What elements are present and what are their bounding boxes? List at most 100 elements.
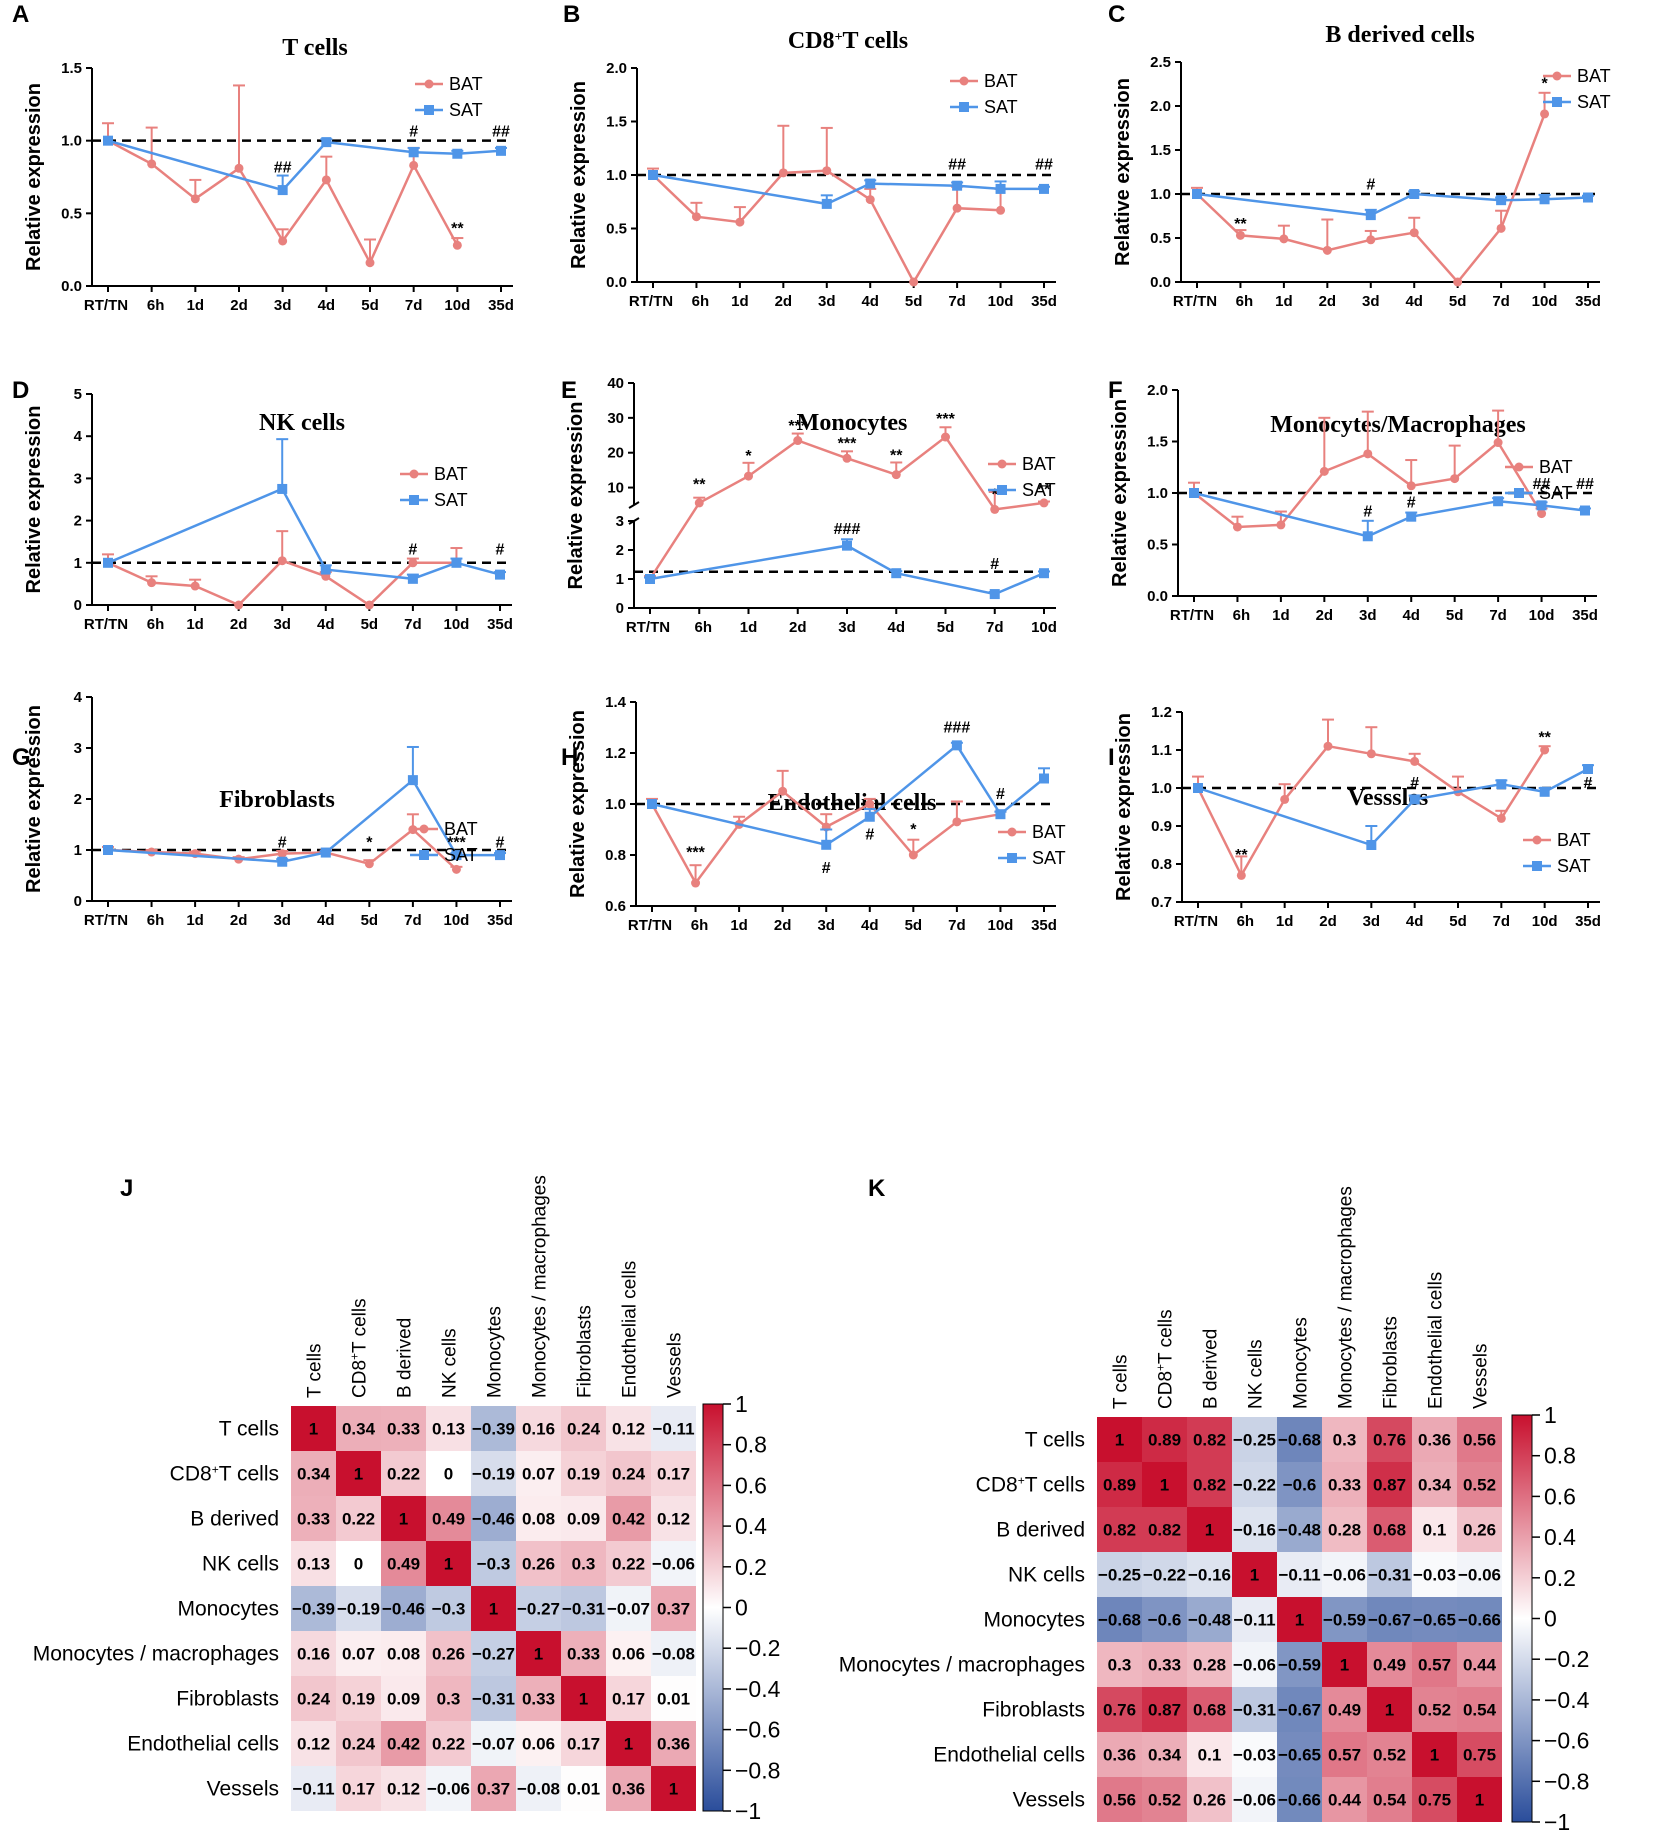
bat-point xyxy=(147,159,157,169)
heatmap-cell xyxy=(1277,1597,1322,1642)
heatmap-cell xyxy=(1367,1507,1412,1552)
heatmap-cell xyxy=(471,1406,516,1451)
y-tick-label: 0.5 xyxy=(1147,537,1168,554)
heatmap-value: 0.33 xyxy=(1328,1476,1361,1495)
label-part: CD8 xyxy=(1156,1371,1177,1409)
colorbar-tick-label: 0.6 xyxy=(735,1472,767,1498)
heatmap-cell xyxy=(1412,1417,1457,1462)
heatmap-value: 0.54 xyxy=(1463,1701,1497,1720)
heatmap-cell xyxy=(426,1406,471,1451)
significance-marker: # xyxy=(865,827,874,844)
heatmap-cell xyxy=(1322,1597,1367,1642)
significance-marker: # xyxy=(996,786,1005,803)
heatmap-value: 1 xyxy=(669,1780,678,1799)
y-tick-label: 1.5 xyxy=(61,60,82,77)
heatmap-value: −0.22 xyxy=(1143,1566,1186,1585)
y-axis-label: Relative expression xyxy=(23,406,45,594)
heatmap-value: 0.89 xyxy=(1103,1476,1136,1495)
heatmap-value: −0.06 xyxy=(1233,1656,1276,1675)
y-tick-label: 30 xyxy=(607,410,624,427)
heatmap-j: J 1 0.34 0.33 0.13 −0.39 0.16 0.24 0.12 −0.11 0.34… xyxy=(33,1175,781,1824)
x-tick-label: 35d xyxy=(1575,913,1601,930)
heatmap-value: −0.07 xyxy=(607,1600,650,1619)
heatmap-value: −0.06 xyxy=(427,1780,470,1799)
heatmap-cell xyxy=(381,1586,426,1631)
heatmap-col-label: Endothelial cells xyxy=(1426,1272,1447,1409)
legend-bat-marker xyxy=(1552,71,1562,81)
bat-point xyxy=(793,436,803,446)
x-tick-label: 35d xyxy=(1572,607,1598,624)
heatmap-value: 0.1 xyxy=(1423,1521,1447,1540)
x-tick-label: 1d xyxy=(186,912,204,929)
legend: BAT SAT xyxy=(1543,66,1611,112)
y-tick-label: 0.0 xyxy=(606,274,627,291)
sat-point xyxy=(407,573,418,584)
y-axis-label: Relative expression xyxy=(1112,78,1134,266)
heatmap-value: 1 xyxy=(1115,1431,1124,1450)
heatmap-row-label: Endothelial cells xyxy=(933,1744,1085,1767)
y-tick-label: 1.4 xyxy=(605,694,627,711)
sat-point xyxy=(821,839,832,850)
colorbar-tick-label: 0.4 xyxy=(735,1513,767,1539)
y-tick-label: 2 xyxy=(616,542,624,559)
bat-point xyxy=(1496,813,1506,823)
panel-letter: D xyxy=(12,377,29,404)
heatmap-col-label: T cells xyxy=(305,1343,326,1398)
x-tick-label: 1d xyxy=(740,619,758,636)
panel-letter: B xyxy=(563,1,580,28)
x-tick-label: 6h xyxy=(147,297,165,314)
heatmap-cell xyxy=(426,1541,471,1586)
x-tick-label: 4d xyxy=(1402,607,1420,624)
sat-point xyxy=(989,589,1000,600)
significance-marker: ## xyxy=(948,157,966,174)
heatmap-cell xyxy=(426,1676,471,1721)
heatmap-value: −0.31 xyxy=(1368,1566,1411,1585)
heatmap-cell xyxy=(1187,1777,1232,1822)
bat-point xyxy=(1540,109,1550,119)
sat-series-line xyxy=(107,487,501,581)
bat-point xyxy=(1366,235,1376,245)
bat-point xyxy=(778,786,788,796)
heatmap-value: −0.27 xyxy=(472,1645,515,1664)
heatmap-cell xyxy=(651,1496,696,1541)
heatmap-col-label: NK cells xyxy=(1246,1339,1267,1409)
heatmap-cell xyxy=(1457,1732,1502,1777)
x-tick-label: 2d xyxy=(1319,913,1337,930)
heatmap-value: −0.39 xyxy=(472,1420,515,1439)
x-tick-label: 5d xyxy=(1449,293,1467,310)
heatmap-value: 0.34 xyxy=(1148,1746,1182,1765)
heatmap-value: 0.16 xyxy=(522,1420,555,1439)
heatmap-value: 0 xyxy=(444,1465,453,1484)
label-part: T cells xyxy=(350,1298,371,1353)
panel-title: B derived cells xyxy=(1325,22,1474,48)
bat-point xyxy=(694,498,704,508)
heatmap-cell xyxy=(336,1631,381,1676)
heatmap-col-label: Vessels xyxy=(1471,1344,1492,1409)
panel-c: C B derived cells Relative expression 0.0 0.… xyxy=(1108,1,1611,310)
y-axis-label: Relative expression xyxy=(23,705,45,893)
heatmap-col-label: Fibroblasts xyxy=(1381,1316,1402,1409)
heatmap-cell xyxy=(1277,1687,1322,1732)
heatmap-cell xyxy=(1187,1507,1232,1552)
heatmap-value: 0.36 xyxy=(1418,1431,1451,1450)
legend: BAT SAT xyxy=(1523,830,1591,876)
colorbar-tick-label: 0.4 xyxy=(1544,1524,1576,1550)
y-tick-label: 1 xyxy=(616,571,624,588)
colorbar-tick-label: 0.2 xyxy=(1544,1565,1576,1591)
panel-title: Monocytes xyxy=(797,410,908,436)
heatmap-value: 0.57 xyxy=(1328,1746,1361,1765)
heatmap-cell xyxy=(1232,1732,1277,1777)
heatmap-value: 0.33 xyxy=(297,1510,330,1529)
y-axis-label: Relative expression xyxy=(567,710,589,898)
heatmap-value: −0.59 xyxy=(1323,1611,1366,1630)
heatmap-value: 0.24 xyxy=(297,1690,331,1709)
heatmap-cell xyxy=(1412,1552,1457,1597)
sat-point xyxy=(995,809,1006,820)
heatmap-value: 0.49 xyxy=(432,1510,465,1529)
legend-sat-marker xyxy=(1532,861,1542,871)
significance-marker: *** xyxy=(788,418,807,435)
heatmap-cell xyxy=(1232,1507,1277,1552)
x-tick-label: 2d xyxy=(230,616,248,633)
sat-point xyxy=(951,740,962,751)
heatmap-row-label: CD8+T cells xyxy=(170,1463,279,1486)
